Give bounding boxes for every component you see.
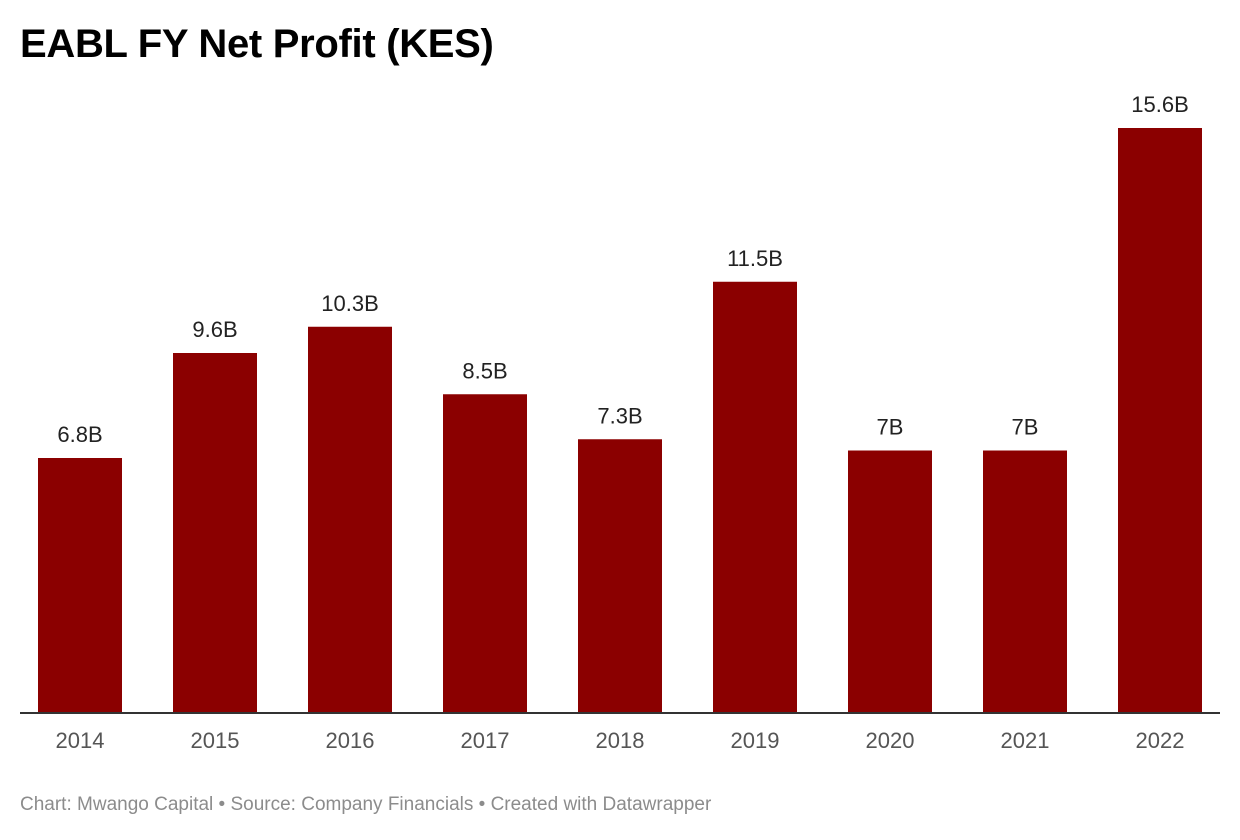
x-tick-label-2017: 2017: [461, 728, 510, 753]
bar-2014: [38, 458, 122, 713]
x-tick-label-2022: 2022: [1136, 728, 1185, 753]
data-label-2016: 10.3B: [321, 291, 379, 316]
data-label-2014: 6.8B: [57, 422, 102, 447]
x-tick-label-2016: 2016: [326, 728, 375, 753]
x-tick-label-2015: 2015: [191, 728, 240, 753]
data-label-2015: 9.6B: [192, 317, 237, 342]
x-tick-label-2014: 2014: [56, 728, 105, 753]
bar-2022: [1118, 128, 1202, 713]
x-tick-label-2020: 2020: [866, 728, 915, 753]
bar-2018: [578, 439, 662, 713]
data-label-2021: 7B: [1012, 415, 1039, 440]
data-label-2020: 7B: [877, 415, 904, 440]
data-label-2017: 8.5B: [462, 358, 507, 383]
x-tick-label-2018: 2018: [596, 728, 645, 753]
bar-2017: [443, 394, 527, 713]
data-label-2019: 11.5B: [727, 246, 783, 271]
bar-2016: [308, 326, 392, 713]
bar-2021: [983, 450, 1067, 713]
bar-2019: [713, 281, 797, 713]
chart-footer: Chart: Mwango Capital • Source: Company …: [20, 794, 712, 815]
data-label-2022: 15.6B: [1131, 92, 1189, 117]
bar-2015: [173, 353, 257, 713]
chart-title: EABL FY Net Profit (KES): [20, 22, 494, 66]
x-tick-label-2019: 2019: [731, 728, 780, 753]
x-tick-label-2021: 2021: [1001, 728, 1050, 753]
bar-2020: [848, 450, 932, 713]
data-label-2018: 7.3B: [597, 403, 642, 428]
